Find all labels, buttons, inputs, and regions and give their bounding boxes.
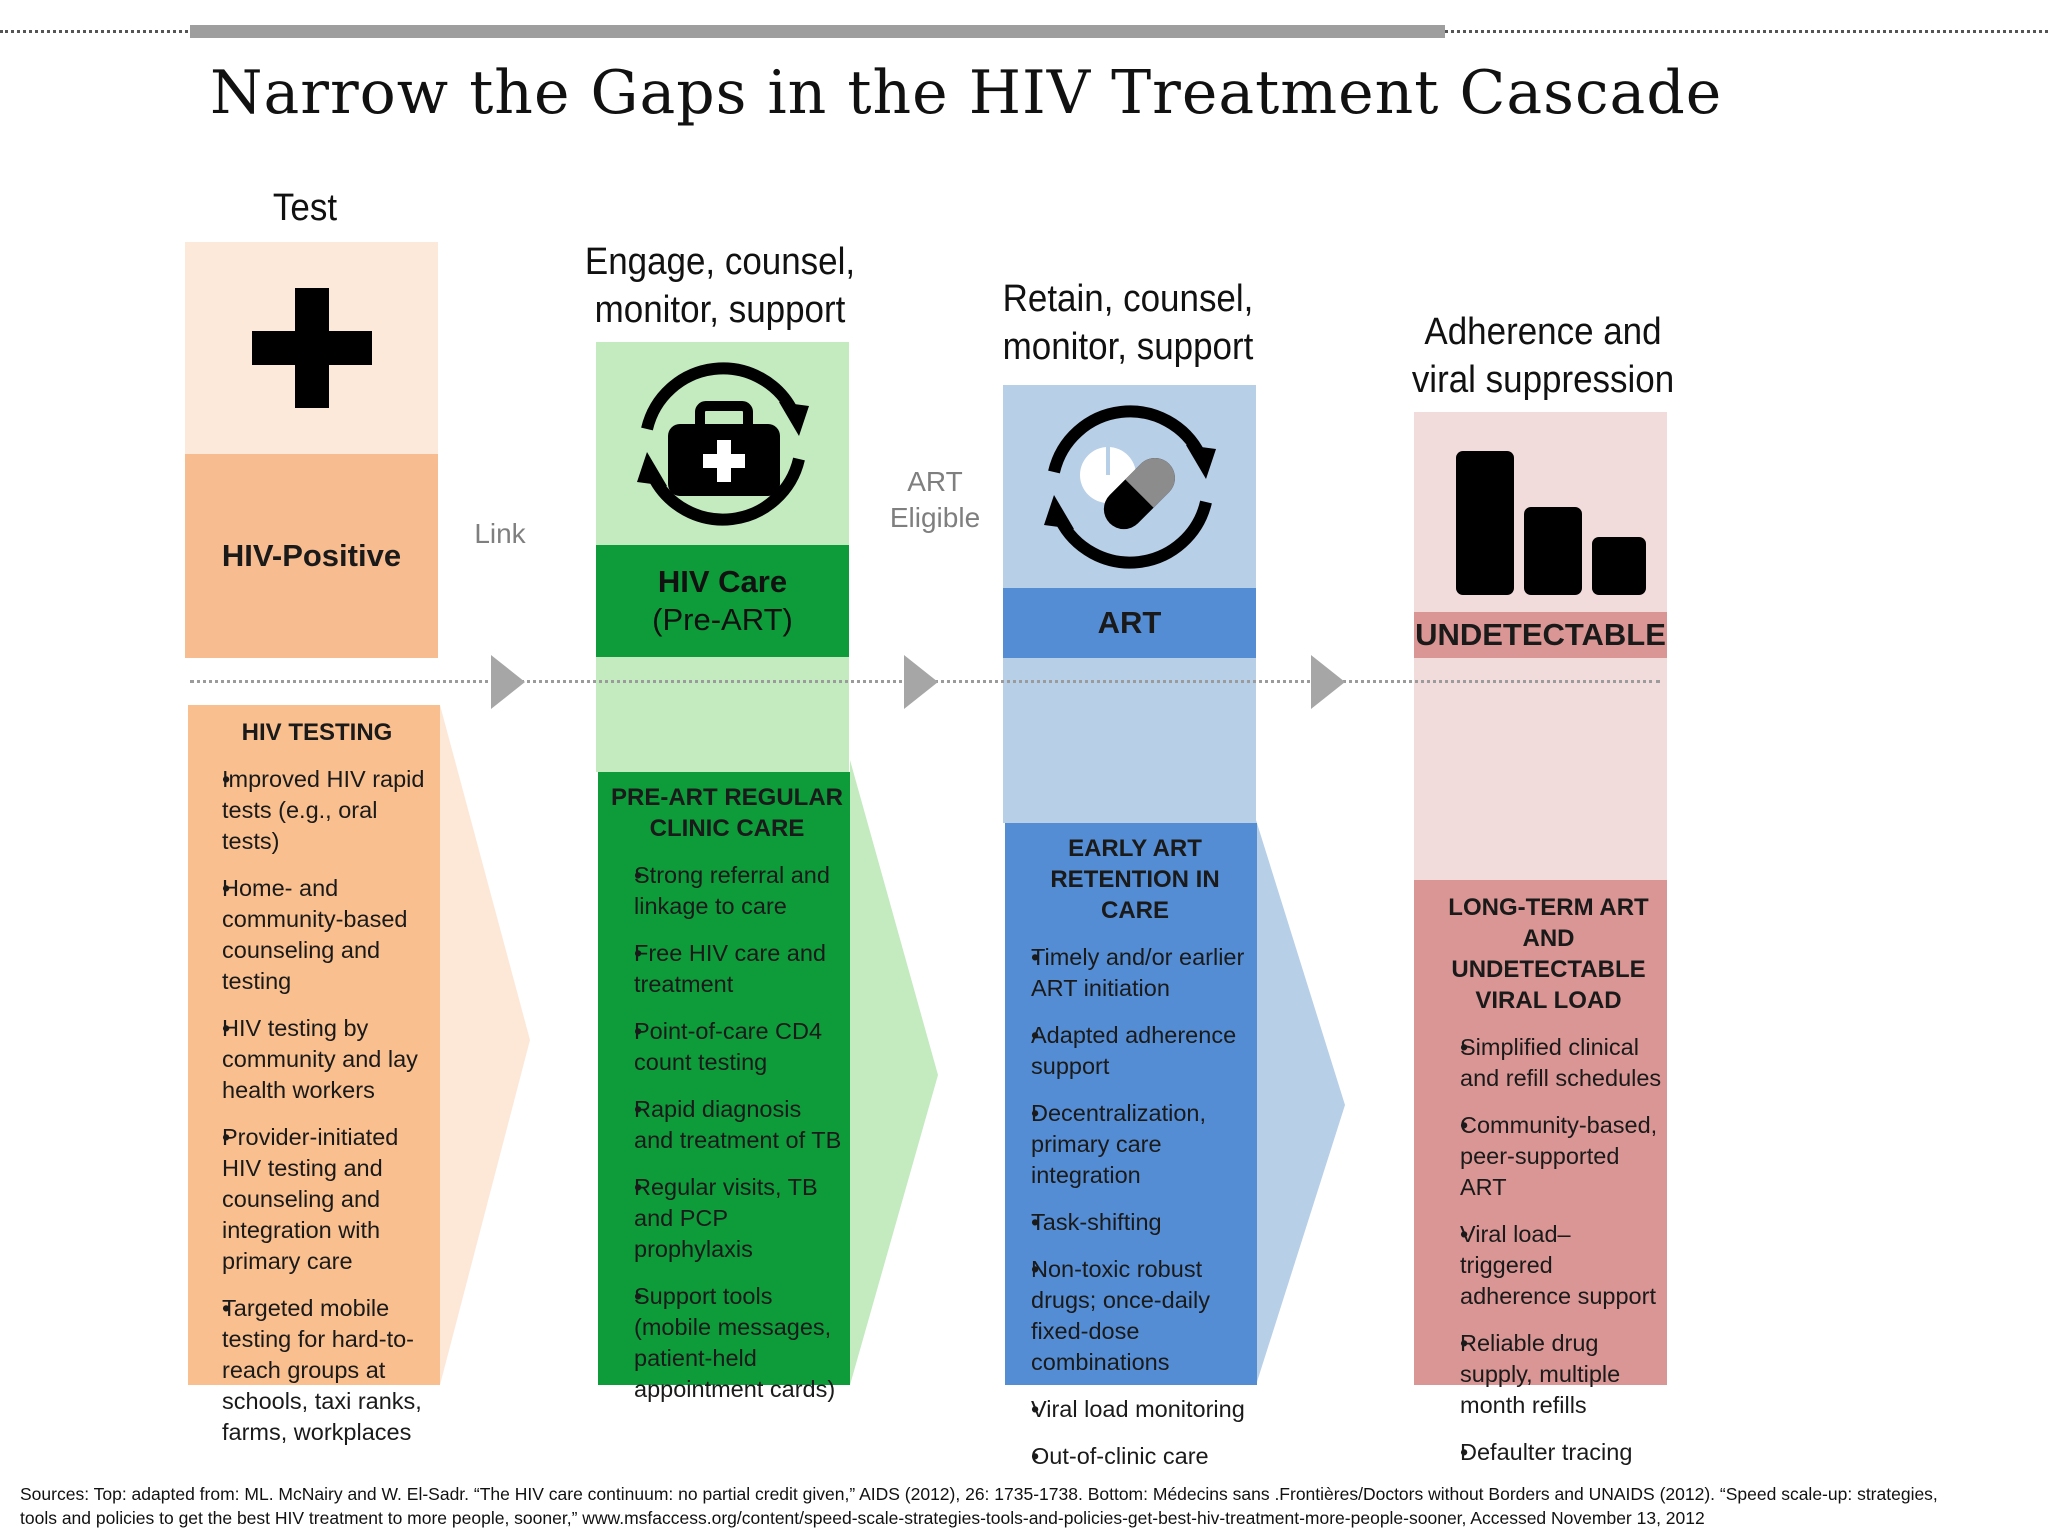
list-item: Viral load–triggered adherence support (1434, 1219, 1663, 1312)
early-art-panel: EARLY ART RETENTION IN CARE Timely and/o… (1005, 823, 1257, 1472)
long-term-art-list: Simplified clinical and refill schedules… (1434, 1032, 1663, 1468)
sources-line-2: tools and policies to get the best HIV t… (20, 1508, 1705, 1528)
pre-art-title: PRE-ART REGULAR CLINIC CARE (611, 784, 843, 842)
care-chevron (850, 760, 938, 1385)
link-label: Link (474, 518, 526, 549)
list-item: Reliable drug supply, multiple month ref… (1434, 1328, 1663, 1421)
hiv-positive-text: HIV-Positive (221, 538, 402, 573)
pre-art-panel: PRE-ART REGULAR CLINIC CARE Strong refer… (598, 772, 850, 1402)
list-item: Viral load monitoring (1017, 1394, 1253, 1425)
list-item: Task-shifting (1017, 1207, 1253, 1238)
arrow-right-icon (904, 655, 938, 709)
care-header: Engage, counsel, monitor, support (584, 241, 856, 331)
art-gap-fill (1003, 658, 1256, 823)
hiv-testing-title: HIV TESTING (241, 719, 393, 746)
declining-bars-icon (1455, 451, 1646, 595)
hiv-positive-label: HIV-Positive (185, 454, 438, 658)
list-item: Timely and/or earlier ART initiation (1017, 942, 1253, 1004)
long-term-art-title: LONG-TERM ART AND UNDETECTABLE VIRAL LOA… (1448, 894, 1649, 1014)
arrow-right-icon (1311, 655, 1345, 709)
list-item: Support tools (mobile messages, patient-… (610, 1281, 844, 1405)
test-icon-box (185, 242, 438, 454)
list-item: HIV testing by community and lay health … (204, 1013, 430, 1106)
undetectable-text: UNDETECTABLE (1415, 617, 1666, 652)
list-item: Free HIV care and treatment (610, 938, 844, 1000)
art-label: ART (1003, 588, 1256, 658)
slide-title: Narrow the Gaps in the HIV Treatment Cas… (210, 58, 1723, 128)
plus-icon (251, 288, 372, 408)
list-item: Strong referral and linkage to care (610, 860, 844, 922)
arrow-right-icon (491, 655, 525, 709)
list-item: Regular visits, TB and PCP prophylaxis (610, 1172, 844, 1265)
list-item: Defaulter tracing (1434, 1437, 1663, 1468)
suppression-header: Adherence and viral suppression (1411, 311, 1675, 401)
list-item: Decentralization, primary care integrati… (1017, 1098, 1253, 1191)
medical-bag-cycle-icon (636, 361, 809, 526)
top-gray-bar (190, 25, 1445, 38)
test-chevron (440, 705, 530, 1385)
list-item: Targeted mobile testing for hard-to-reac… (204, 1293, 430, 1448)
list-item: Provider-initiated HIV testing and couns… (204, 1122, 430, 1277)
list-item: Community-based, peer-supported ART (1434, 1110, 1663, 1203)
long-term-art-panel: LONG-TERM ART AND UNDETECTABLE VIRAL LOA… (1414, 880, 1667, 1468)
undetectable-label: UNDETECTABLE (1414, 612, 1667, 658)
sources-line-1: Sources: Top: adapted from: ML. McNairy … (20, 1484, 1938, 1504)
hiv-testing-panel: HIV TESTING Improved HIV rapid tests (e.… (188, 705, 440, 1445)
hiv-care-text: HIV Care (657, 564, 788, 599)
art-eligible-label: ART Eligible (889, 466, 981, 533)
sources-footnote: Sources: Top: adapted from: ML. McNairy … (20, 1482, 2030, 1530)
care-gap-fill (596, 657, 849, 772)
hiv-testing-list: Improved HIV rapid tests (e.g., oral tes… (204, 764, 430, 1448)
list-item: Point-of-care CD4 count testing (610, 1016, 844, 1078)
suppression-gap-fill (1414, 658, 1667, 880)
list-item: Home- and community-based counseling and… (204, 873, 430, 997)
care-icon-box (596, 342, 849, 545)
pill-cycle-icon (1043, 404, 1216, 569)
early-art-list: Timely and/or earlier ART initiation Ada… (1017, 942, 1253, 1472)
art-icon-box (1003, 385, 1256, 588)
suppression-icon-box (1414, 412, 1667, 612)
list-item: Adapted adherence support (1017, 1020, 1253, 1082)
list-item: Simplified clinical and refill schedules (1434, 1032, 1663, 1094)
art-text: ART (1097, 605, 1162, 640)
list-item: Non-toxic robust drugs; once-daily fixed… (1017, 1254, 1253, 1378)
early-art-title: EARLY ART RETENTION IN CARE (1050, 835, 1220, 924)
pre-art-list: Strong referral and linkage to care Free… (610, 860, 844, 1405)
hiv-care-subtext: (Pre-ART) (652, 602, 793, 637)
test-header: Test (272, 187, 338, 229)
hiv-care-label: HIV Care (Pre-ART) (596, 545, 849, 657)
list-item: Rapid diagnosis and treatment of TB (610, 1094, 844, 1156)
art-header: Retain, counsel, monitor, support (1002, 278, 1254, 368)
list-item: Improved HIV rapid tests (e.g., oral tes… (204, 764, 430, 857)
art-chevron (1256, 820, 1345, 1385)
list-item: Out-of-clinic care (1017, 1441, 1253, 1472)
